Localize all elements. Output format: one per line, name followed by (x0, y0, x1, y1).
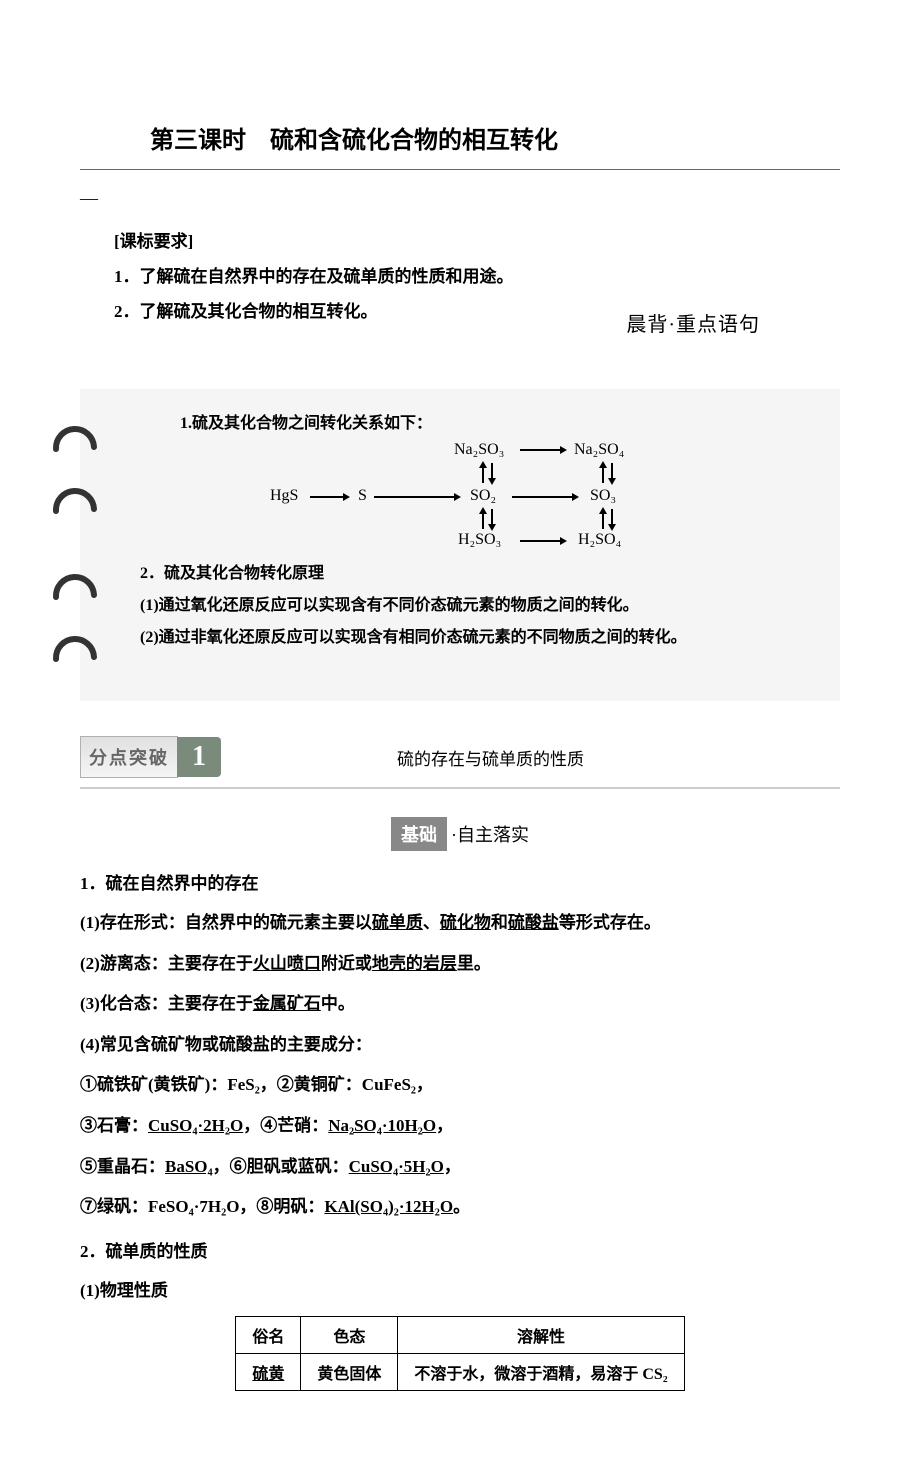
subsection-bar: 基础 ·自主落实 (80, 817, 840, 851)
node-h2so4: H₂SO₄ (578, 531, 621, 549)
section-title: 硫的存在与硫单质的性质 (221, 745, 840, 770)
section-badge-number: 1 (177, 737, 221, 777)
content-line: ③石膏：CuSO₄·2H₂O，④芒硝：Na₂SO₄·10H₂O， (80, 1111, 840, 1142)
node-s: S (358, 487, 367, 505)
keybox-line-4: (2)通过非氧化还原反应可以实现含有相同价态硫元素的不同物质之间的转化。 (140, 623, 800, 647)
keybox-header: 晨背·重点语句 (40, 308, 760, 337)
node-na2so4: Na₂SO₄ (574, 441, 624, 459)
node-na2so3: Na₂SO₃ (454, 441, 504, 459)
binder-ring-icon (50, 633, 100, 663)
arrow (520, 449, 565, 451)
arrow (374, 496, 459, 498)
arrow (512, 496, 577, 498)
content-line: ⑤重晶石：BaSO₄，⑥胆矾或蓝矾：CuSO₄·5H₂O， (80, 1152, 840, 1183)
content-line: (2)游离态：主要存在于火山喷口附近或地壳的岩层里。 (80, 949, 840, 980)
col-header: 溶解性 (398, 1317, 684, 1354)
arrow (602, 509, 604, 529)
content-line: ①硫铁矿(黄铁矿)：FeS₂，②黄铜矿：CuFeS₂， (80, 1070, 840, 1101)
node-so2: SO₂ (470, 487, 496, 505)
heading-properties: 2．硫单质的性质 (80, 1237, 840, 1262)
table-cell: 黄色固体 (301, 1354, 398, 1391)
content-line: ⑦绿矾：FeSO₄·7H₂O，⑧明矾：KAl(SO₄)₂·12H₂O。 (80, 1192, 840, 1223)
content-line: (4)常见含硫矿物或硫酸盐的主要成分： (80, 1030, 840, 1061)
arrow (482, 509, 484, 529)
table-cell: 不溶于水，微溶于酒精，易溶于 CS₂ (398, 1354, 684, 1391)
col-header: 俗名 (236, 1317, 301, 1354)
arrow (491, 463, 493, 483)
arrow (602, 463, 604, 483)
table-cell: 硫黄 (236, 1354, 301, 1391)
binder-ring-icon (50, 485, 100, 515)
keybox-line-2: 2．硫及其化合物转化原理 (140, 559, 800, 583)
requirement-item: 1．了解硫在自然界中的存在及硫单质的性质和用途。 (114, 262, 840, 287)
jichu-box: 基础 (391, 817, 447, 851)
table-row: 俗名 色态 溶解性 (236, 1317, 684, 1354)
lesson-title: 第三课时 硫和含硫化合物的相互转化 (80, 120, 840, 155)
section-header: 分点突破 1 硫的存在与硫单质的性质 (80, 737, 840, 777)
content-line: (1)存在形式：自然界中的硫元素主要以硫单质、硫化物和硫酸盐等形式存在。 (80, 908, 840, 939)
jichu-tail: ·自主落实 (447, 821, 529, 847)
content-line: (3)化合态：主要存在于金属矿石中。 (80, 989, 840, 1020)
arrow (520, 540, 565, 542)
arrow (611, 509, 613, 529)
node-hgs: HgS (270, 487, 298, 505)
col-header: 色态 (301, 1317, 398, 1354)
key-points-box: 1.硫及其化合物之间转化关系如下： HgS S SO₂ SO₃ Na₂SO₃ N… (80, 389, 840, 701)
properties-table: 俗名 色态 溶解性 硫黄 黄色固体 不溶于水，微溶于酒精，易溶于 CS₂ (235, 1316, 684, 1391)
arrow (482, 463, 484, 483)
keybox-line-1: 1.硫及其化合物之间转化关系如下： (180, 409, 800, 433)
arrow (491, 509, 493, 529)
node-h2so3: H₂SO₃ (458, 531, 501, 549)
binder-ring-icon (50, 423, 100, 453)
node-so3: SO₃ (590, 487, 616, 505)
arrow (310, 496, 348, 498)
sulfur-conversion-diagram: HgS S SO₂ SO₃ Na₂SO₃ Na₂SO₄ H₂SO₃ H₂SO₄ (230, 441, 710, 551)
title-underline (80, 169, 840, 170)
underline-tail: — (80, 188, 840, 209)
arrow (611, 463, 613, 483)
heading-existence: 1．硫在自然界中的存在 (80, 869, 840, 894)
binder-ring-icon (50, 571, 100, 601)
keybox-line-3: (1)通过氧化还原反应可以实现含有不同价态硫元素的物质之间的转化。 (140, 591, 800, 615)
table-row: 硫黄 黄色固体 不溶于水，微溶于酒精，易溶于 CS₂ (236, 1354, 684, 1391)
section-divider (80, 787, 840, 789)
section-badge-text: 分点突破 (80, 736, 178, 778)
requirements-header: [课标要求] (114, 227, 840, 252)
